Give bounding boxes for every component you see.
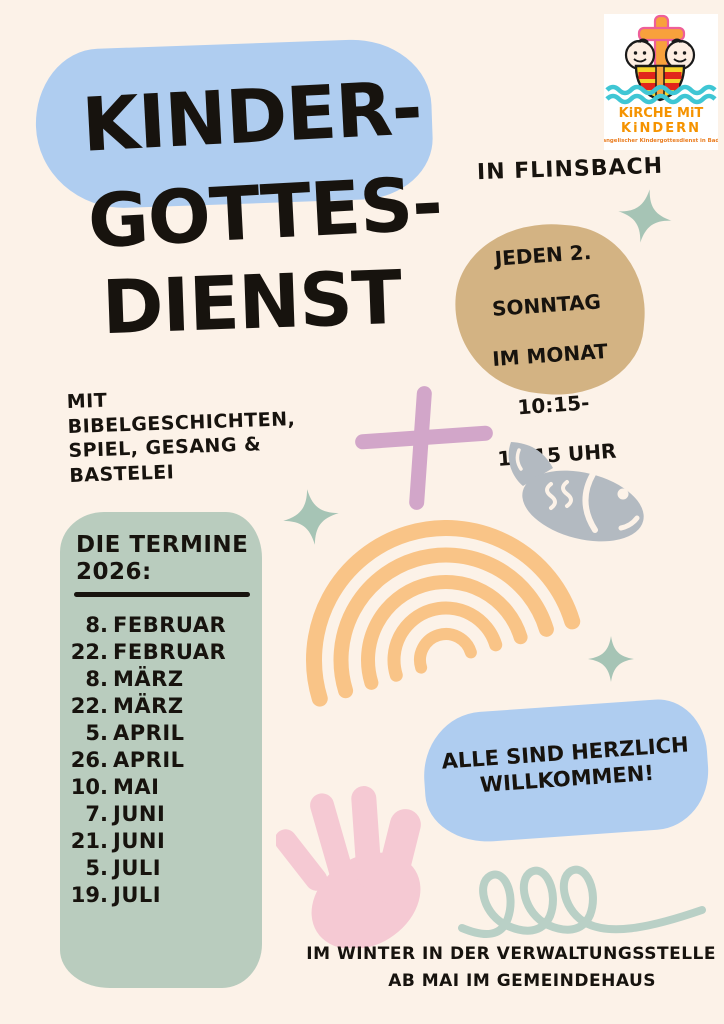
date-row: 7. JUNI <box>85 802 166 826</box>
sparkle-icon <box>283 489 339 545</box>
logo-title-line-1: KiRCHE MiT <box>619 106 704 121</box>
date-row: 22. FEBRUAR <box>70 640 227 664</box>
date-row: 22. MÄRZ <box>70 694 184 718</box>
squiggle-icon <box>458 865 706 938</box>
waving-hand-icon <box>276 786 421 948</box>
date-row: 5. JULI <box>85 856 162 880</box>
date-row: 10. MAI <box>70 775 160 799</box>
page-title-line-3: DIENST <box>100 254 403 352</box>
date-row: 19. JULI <box>70 883 162 907</box>
date-row: 21. JUNI <box>70 829 166 853</box>
date-row: 5. APRIL <box>85 721 185 745</box>
description-text: MIT BIBELGESCHICHTEN, SPIEL, GESANG & BA… <box>66 389 296 487</box>
date-row: 26. APRIL <box>70 748 185 772</box>
date-row: 8. MÄRZ <box>85 667 184 691</box>
rainbow-icon <box>306 520 581 707</box>
date-row: 8. FEBRUAR <box>85 613 227 637</box>
logo-boat-icon: KiRCHE MiT KiNDERN Evangelischer Kinderg… <box>604 14 718 144</box>
footer-line-1: IM WINTER IN DER VERWALTUNGSSTELLE <box>306 944 716 964</box>
cross-icon <box>408 385 433 511</box>
page-title-line-2: GOTTES- <box>85 160 444 266</box>
dates-list: 8. FEBRUAR 22. FEBRUAR 8. MÄRZ 22. MÄRZ 5. AP… <box>66 612 226 909</box>
sparkle-icon <box>588 636 634 682</box>
dates-divider <box>74 592 250 597</box>
location-text: IN FLINSBACH <box>476 153 664 186</box>
logo-title-line-2: KiNDERN <box>621 121 701 136</box>
page-title-line-1: KINDER- <box>79 65 424 169</box>
kirche-mit-kindern-logo: KiRCHE MiT KiNDERN Evangelischer Kinderg… <box>604 14 718 150</box>
footer-note: IM WINTER IN DER VERWALTUNGSSTELLE AB MA… <box>286 941 716 995</box>
fish-icon <box>508 442 644 542</box>
logo-caption: Evangelischer Kindergottesdienst in Bade… <box>604 138 718 144</box>
footer-line-2: AB MAI IM GEMEINDEHAUS <box>388 971 656 991</box>
dates-panel <box>60 512 262 988</box>
sparkle-icon <box>618 189 672 243</box>
dates-heading: DIE TERMINE 2026: <box>76 532 249 585</box>
